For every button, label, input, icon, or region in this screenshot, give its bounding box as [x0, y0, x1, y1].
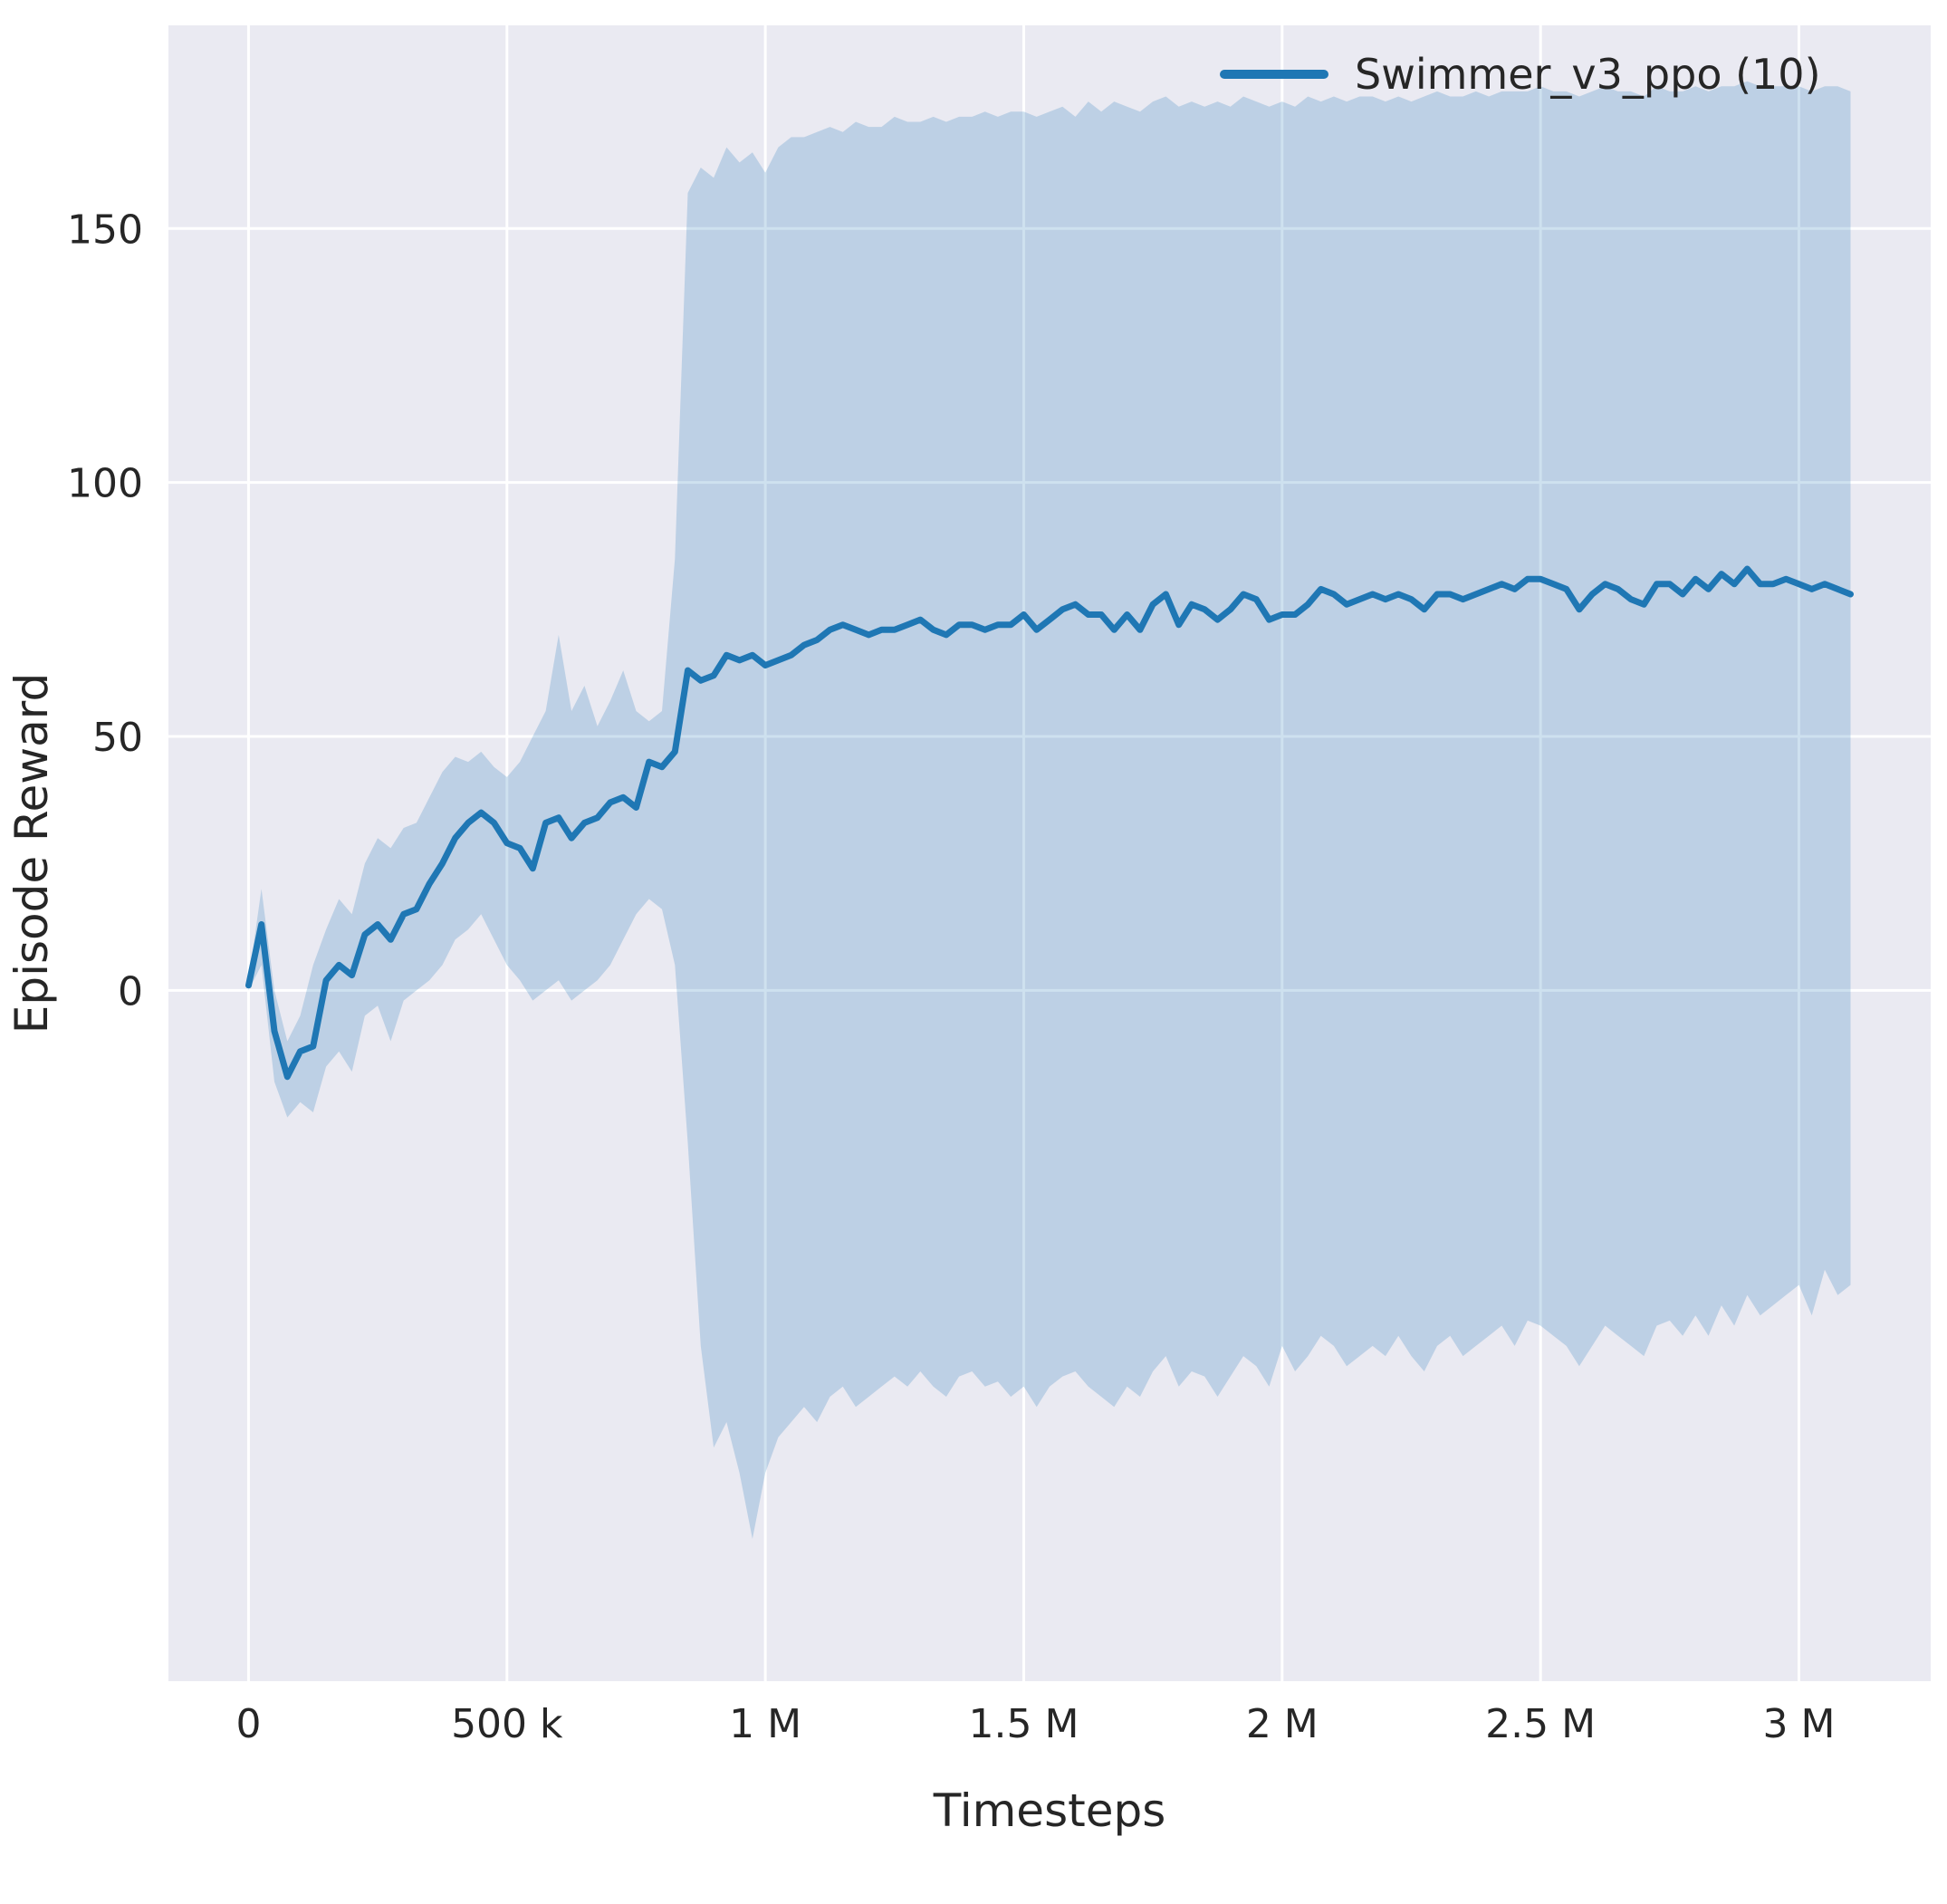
x-tick-label: 2 M: [1246, 1701, 1319, 1747]
mean-line: [245, 565, 1854, 1081]
legend-label: Swimmer_v3_ppo (10): [1355, 50, 1821, 99]
x-tick-label: 1 M: [729, 1701, 801, 1747]
plot-background: [168, 25, 1931, 1681]
plot-layer: 0 500 k 1 M 1.5 M 2 M 2.5 M 3 M 0 50 100 150: [67, 25, 1931, 1747]
x-tick-label: 0: [235, 1701, 261, 1747]
x-axis-label: Timesteps: [933, 1784, 1166, 1837]
y-axis-label: Episode Reward: [5, 673, 58, 1034]
x-tick-label: 2.5 M: [1485, 1701, 1596, 1747]
confidence-band: [248, 81, 1851, 1540]
x-tick-label: 1.5 M: [968, 1701, 1079, 1747]
x-tick-label: 500 k: [451, 1701, 563, 1747]
y-tick-label: 50: [92, 715, 143, 761]
y-tick-label: 150: [67, 207, 143, 253]
y-tick-label: 100: [67, 461, 143, 507]
legend: Swimmer_v3_ppo (10): [1220, 50, 1821, 99]
x-tick-label: 3 M: [1763, 1701, 1836, 1747]
y-tick-label: 0: [118, 968, 143, 1015]
